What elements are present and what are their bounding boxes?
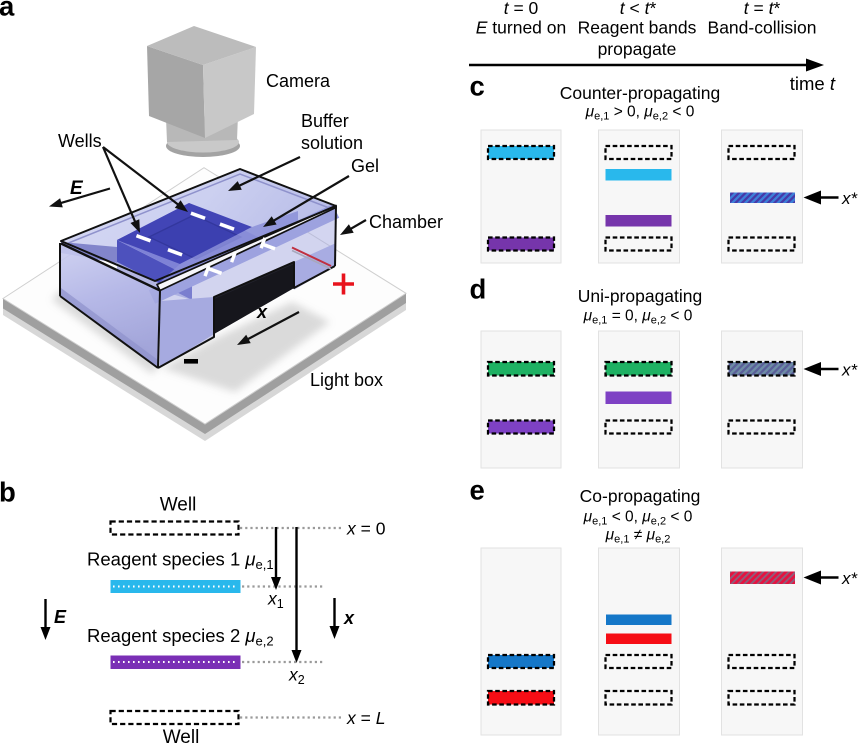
svg-text:x = L: x = L (346, 708, 385, 728)
svg-text:Band-collision: Band-collision (708, 18, 817, 38)
svg-text:solution: solution (301, 133, 363, 153)
svg-text:Reagent bands: Reagent bands (578, 18, 697, 38)
svg-text:μe,1 = 0, μe,2 < 0: μe,1 = 0, μe,2 < 0 (583, 308, 693, 327)
svg-text:e: e (470, 475, 485, 506)
svg-text:x: x (256, 302, 268, 322)
svg-text:d: d (470, 274, 487, 305)
svg-text:Well: Well (163, 727, 200, 748)
svg-text:x: x (343, 608, 355, 628)
svg-text:x1: x1 (267, 589, 284, 612)
svg-text:t = t*: t = t* (744, 0, 781, 18)
svg-text:Co-propagating: Co-propagating (580, 486, 701, 506)
svg-text:Reagent species 1 μe,1: Reagent species 1 μe,1 (87, 549, 274, 573)
svg-text:Uni-propagating: Uni-propagating (578, 286, 703, 306)
svg-text:E: E (70, 178, 84, 199)
svg-text:μe,1 ≠ μe,2: μe,1 ≠ μe,2 (605, 527, 671, 546)
svg-text:μe,1 < 0, μe,2 < 0: μe,1 < 0, μe,2 < 0 (583, 509, 693, 528)
svg-text:μe,1 > 0, μe,2 < 0: μe,1 > 0, μe,2 < 0 (585, 104, 695, 123)
svg-text:Light box: Light box (310, 370, 383, 390)
svg-text:Well: Well (160, 495, 197, 516)
svg-text:propagate: propagate (598, 39, 677, 59)
svg-text:Gel: Gel (351, 156, 379, 176)
svg-text:Buffer: Buffer (301, 111, 349, 131)
svg-text:t = 0: t = 0 (504, 0, 539, 18)
svg-text:Reagent species 2 μe,2: Reagent species 2 μe,2 (87, 625, 274, 649)
svg-text:x = 0: x = 0 (346, 519, 386, 539)
svg-text:c: c (470, 71, 485, 102)
svg-text:x*: x* (841, 361, 858, 380)
svg-text:Wells: Wells (58, 131, 102, 151)
svg-text:E turned on: E turned on (476, 18, 567, 38)
svg-text:t < t*: t < t* (620, 0, 657, 18)
svg-text:a: a (0, 0, 15, 22)
svg-text:b: b (0, 477, 16, 508)
svg-text:x*: x* (841, 189, 858, 208)
svg-text:x2: x2 (288, 665, 305, 688)
svg-text:Camera: Camera (266, 71, 331, 91)
svg-text:Chamber: Chamber (369, 212, 443, 232)
svg-text:Counter-propagating: Counter-propagating (560, 83, 721, 103)
svg-text:time t: time t (790, 73, 836, 94)
svg-text:E: E (54, 607, 67, 627)
svg-text:x*: x* (841, 569, 858, 588)
